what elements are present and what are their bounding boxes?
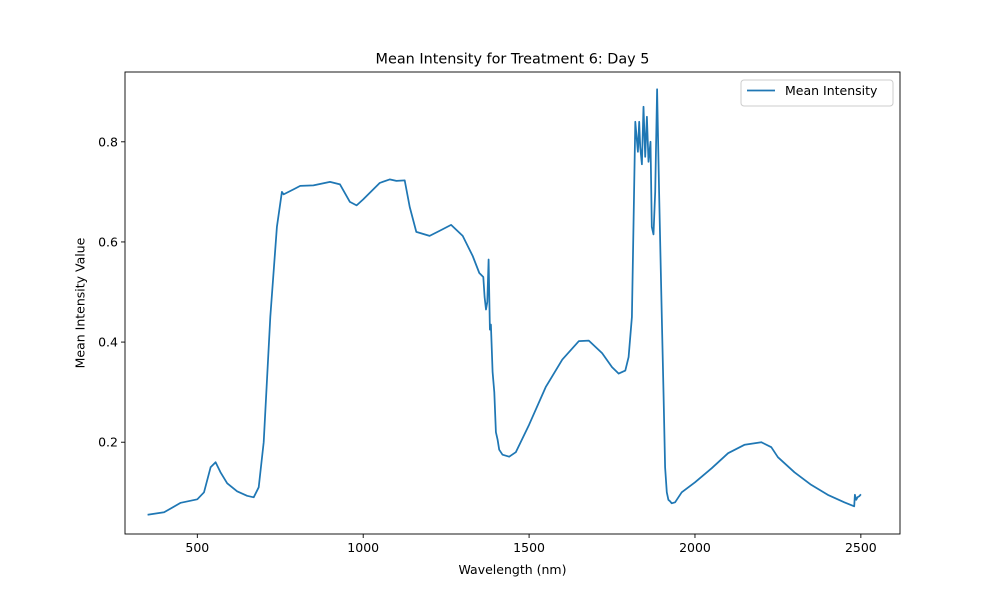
x-axis-label: Wavelength (nm) (459, 562, 567, 577)
x-tick-label: 500 (185, 540, 209, 555)
x-axis-ticks: 500 1000 1500 2000 2500 (185, 534, 877, 555)
y-tick-label: 0.4 (98, 335, 118, 350)
y-axis-ticks: 0.2 0.4 0.6 0.8 (98, 134, 125, 450)
legend: Mean Intensity (740, 79, 894, 107)
y-tick-label: 0.6 (98, 234, 118, 249)
x-tick-label: 2000 (679, 540, 711, 555)
y-axis-label: Mean Intensity Value (73, 237, 88, 368)
plot-frame (124, 71, 901, 535)
chart-title: Mean Intensity for Treatment 6: Day 5 (376, 52, 650, 68)
x-tick-label: 2500 (845, 540, 877, 555)
plot-background (125, 72, 900, 534)
series-line-mean-intensity (147, 88, 862, 516)
y-tick-label: 0.2 (98, 435, 118, 450)
plot-area: 500 1000 1500 2000 2500 0.2 0.4 0.6 0.8 (98, 71, 901, 555)
y-tick-label: 0.8 (98, 134, 118, 149)
x-tick-label: 1000 (347, 540, 379, 555)
legend-box (740, 79, 894, 107)
legend-label-mean-intensity: Mean Intensity (785, 83, 878, 98)
x-tick-label: 1500 (513, 540, 545, 555)
